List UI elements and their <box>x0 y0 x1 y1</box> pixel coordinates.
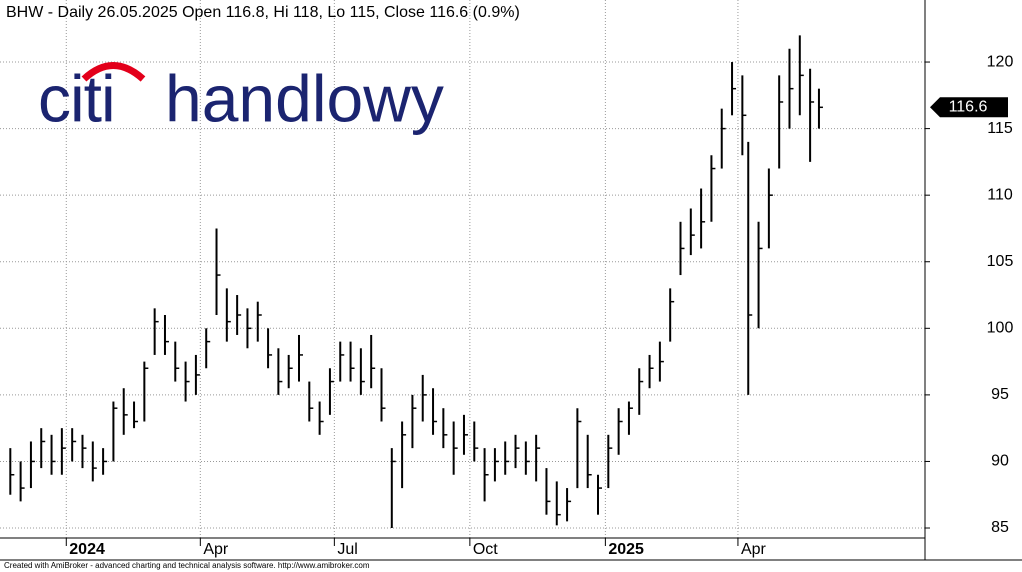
x-tick-label: 2024 <box>69 541 105 558</box>
y-tick-label: 105 <box>987 253 1014 270</box>
grid <box>0 0 925 538</box>
footer: Created with AmiBroker - advanced charti… <box>4 561 370 570</box>
x-tick-label: 2025 <box>608 541 644 558</box>
logo-name: handlowy <box>165 61 444 135</box>
logo-arc <box>81 62 146 82</box>
x-tick-label: Apr <box>203 541 229 558</box>
y-tick-label: 95 <box>991 386 1009 403</box>
y-tick-label: 115 <box>987 120 1013 137</box>
price-bars <box>9 35 823 529</box>
logo-brand: citi <box>38 61 115 135</box>
y-tick-label: 110 <box>987 186 1013 203</box>
y-tick-label: 100 <box>987 320 1014 337</box>
chart-title: BHW - Daily 26.05.2025 Open 116.8, Hi 11… <box>6 4 520 21</box>
x-tick-label: Apr <box>741 541 767 558</box>
last-value-tag <box>930 97 1008 118</box>
y-tick-label: 90 <box>991 453 1009 470</box>
y-tick-label: 120 <box>987 53 1014 70</box>
y-tick-label: 85 <box>991 519 1009 536</box>
last-value-label: 116.6 <box>949 99 988 116</box>
x-tick-label: Oct <box>473 541 498 558</box>
x-tick-label: Jul <box>337 541 357 558</box>
